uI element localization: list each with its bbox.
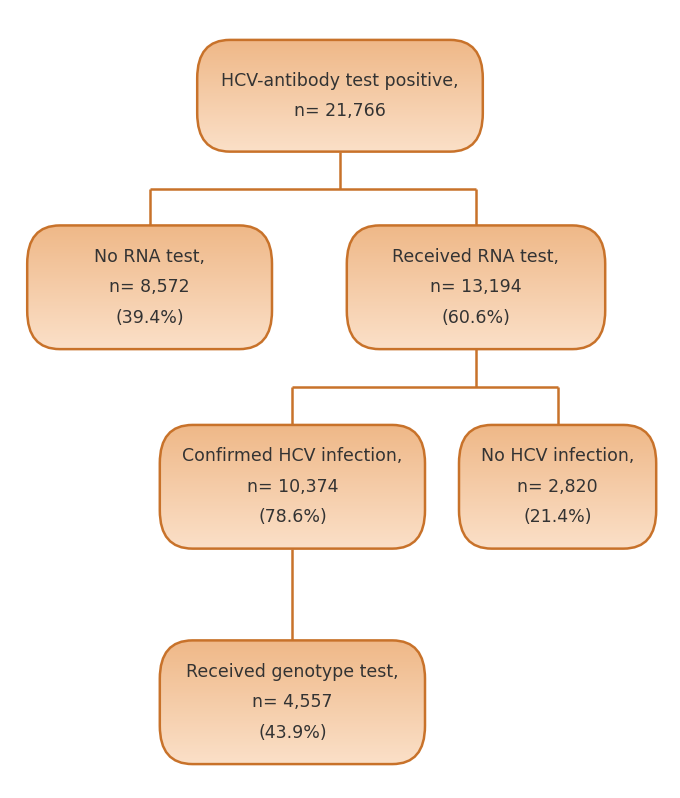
Text: n= 21,766: n= 21,766 <box>294 102 386 120</box>
Text: n= 10,374: n= 10,374 <box>247 478 338 496</box>
Text: (21.4%): (21.4%) <box>524 508 592 526</box>
Text: n= 8,572: n= 8,572 <box>109 279 190 296</box>
Text: (78.6%): (78.6%) <box>258 508 327 526</box>
Text: No RNA test,: No RNA test, <box>94 248 205 266</box>
Text: n= 4,557: n= 4,557 <box>252 693 333 711</box>
Text: n= 13,194: n= 13,194 <box>430 279 522 296</box>
Text: (43.9%): (43.9%) <box>258 724 326 741</box>
Text: No HCV infection,: No HCV infection, <box>481 448 634 465</box>
Text: Received genotype test,: Received genotype test, <box>186 663 398 681</box>
Text: Confirmed HCV infection,: Confirmed HCV infection, <box>182 448 403 465</box>
Text: HCV-antibody test positive,: HCV-antibody test positive, <box>221 72 459 89</box>
Text: n= 2,820: n= 2,820 <box>517 478 598 496</box>
Text: (60.6%): (60.6%) <box>441 309 511 326</box>
Text: (39.4%): (39.4%) <box>116 309 184 326</box>
Text: Received RNA test,: Received RNA test, <box>392 248 560 266</box>
